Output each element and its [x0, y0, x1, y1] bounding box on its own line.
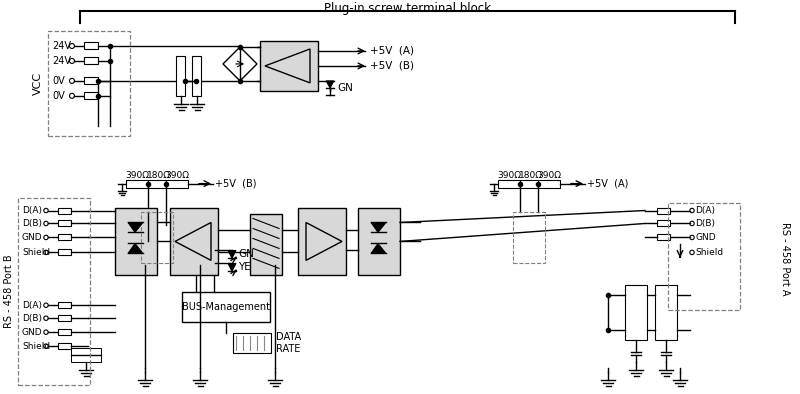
Text: D(B): D(B) [695, 219, 715, 228]
Text: DATA: DATA [276, 332, 301, 342]
Bar [625, 285, 647, 340]
Bar [84, 58, 98, 65]
Bar [182, 292, 270, 322]
Bar [58, 343, 71, 349]
Text: 390Ω: 390Ω [125, 171, 149, 180]
Bar [538, 180, 560, 188]
Text: RS - 458 Port B: RS - 458 Port B [4, 255, 14, 328]
Bar [84, 77, 98, 84]
Text: D(B): D(B) [22, 314, 42, 323]
Text: VCC: VCC [33, 72, 43, 95]
Text: BUS-Management: BUS-Management [182, 302, 270, 312]
Text: Plug-in screw terminal block: Plug-in screw terminal block [323, 2, 490, 15]
Bar [498, 180, 520, 188]
Polygon shape [371, 243, 386, 253]
Text: +5V  (A): +5V (A) [587, 178, 628, 189]
Bar [58, 234, 71, 240]
Text: D(B): D(B) [22, 219, 42, 228]
Text: YE: YE [238, 262, 250, 272]
Bar [233, 333, 271, 353]
Bar [192, 56, 201, 96]
Bar [84, 43, 98, 50]
Text: 24V: 24V [52, 41, 71, 51]
Text: 390Ω: 390Ω [165, 171, 189, 180]
Text: D(A): D(A) [695, 206, 715, 215]
Bar [58, 302, 71, 308]
Bar [58, 221, 71, 227]
Bar [166, 180, 188, 188]
Bar [250, 214, 282, 275]
Bar [520, 180, 538, 188]
Bar [657, 234, 670, 240]
Text: 180Ω: 180Ω [147, 171, 171, 180]
Text: 0V: 0V [52, 91, 65, 101]
Bar [115, 208, 157, 275]
Text: +5V  (B): +5V (B) [215, 178, 257, 189]
Text: GN: GN [337, 83, 353, 93]
Bar [176, 56, 185, 96]
Polygon shape [228, 263, 236, 271]
Bar [58, 329, 71, 335]
Polygon shape [128, 243, 143, 253]
Bar [58, 208, 71, 214]
Bar [84, 92, 98, 99]
Bar [58, 249, 71, 255]
Polygon shape [228, 251, 236, 258]
Bar [298, 208, 346, 275]
Bar [657, 221, 670, 227]
Text: GND: GND [22, 328, 42, 337]
Bar [170, 208, 218, 275]
Bar [148, 180, 166, 188]
Text: 390Ω: 390Ω [537, 171, 561, 180]
Text: Shield: Shield [22, 248, 50, 257]
Text: +5V  (A): +5V (A) [370, 46, 414, 56]
Text: GND: GND [695, 233, 716, 242]
Bar [126, 180, 148, 188]
Text: 180Ω: 180Ω [519, 171, 543, 180]
Bar [655, 285, 677, 340]
Text: GND: GND [22, 233, 42, 242]
Text: 24V: 24V [52, 56, 71, 66]
Text: RATE: RATE [276, 344, 300, 354]
Text: GN: GN [238, 249, 254, 259]
Text: 390Ω: 390Ω [497, 171, 521, 180]
Bar [358, 208, 400, 275]
Text: Shield: Shield [695, 248, 723, 257]
Text: +5V  (B): +5V (B) [370, 61, 414, 71]
Bar [71, 348, 101, 362]
Bar [260, 41, 318, 91]
Polygon shape [371, 223, 386, 232]
Bar [58, 315, 71, 321]
Text: D(A): D(A) [22, 206, 42, 215]
Text: RS - 458 Port A: RS - 458 Port A [780, 222, 790, 295]
Text: D(A): D(A) [22, 301, 42, 310]
Polygon shape [128, 223, 143, 232]
Text: Shield: Shield [22, 342, 50, 351]
Bar [657, 208, 670, 214]
Text: 0V: 0V [52, 76, 65, 86]
Polygon shape [326, 81, 334, 88]
